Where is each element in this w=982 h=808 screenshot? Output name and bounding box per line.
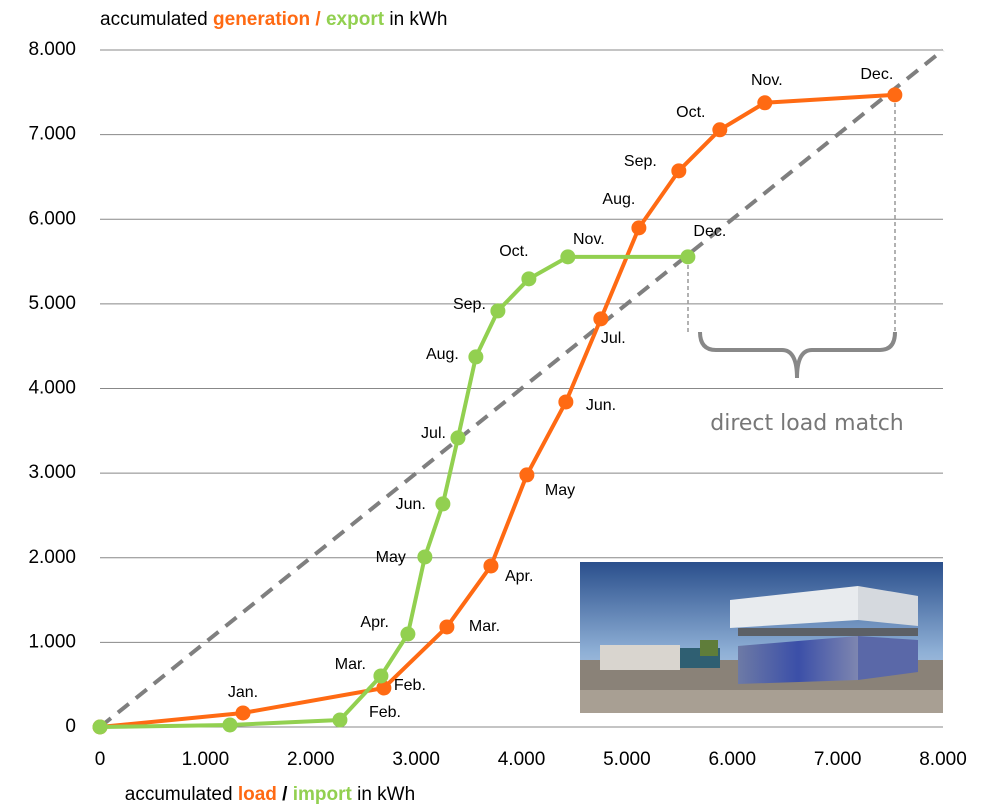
month-label: Jun. xyxy=(396,496,426,513)
month-label: Mar. xyxy=(469,618,500,635)
point xyxy=(887,87,903,103)
point xyxy=(680,249,696,265)
point xyxy=(222,717,238,733)
label-part: accumulated xyxy=(125,784,233,805)
bracket xyxy=(698,331,897,379)
label-part: export xyxy=(326,9,385,30)
month-label: Feb. xyxy=(394,677,426,694)
label-part: in kWh xyxy=(389,9,447,30)
point xyxy=(483,558,499,574)
month-label: Jan. xyxy=(228,684,258,701)
label-part: import xyxy=(293,784,353,805)
month-label: Oct. xyxy=(676,104,705,121)
point xyxy=(593,311,609,327)
point xyxy=(332,712,348,728)
grid xyxy=(100,49,943,643)
point xyxy=(435,496,451,512)
month-label: Jun. xyxy=(586,397,616,414)
x-tick-label: 1.000 xyxy=(182,749,230,770)
x-tick-label: 5.000 xyxy=(603,749,651,770)
label-part: generation xyxy=(213,9,310,30)
point xyxy=(560,249,576,265)
point xyxy=(671,163,687,179)
label-part: load xyxy=(238,784,277,805)
annotation: direct load match xyxy=(710,411,903,436)
x-tick-label: 2.000 xyxy=(287,749,335,770)
y-tick-label: 2.000 xyxy=(28,547,76,568)
x-tick-label: 7.000 xyxy=(814,749,862,770)
y-tick-label: 3.000 xyxy=(28,462,76,483)
label-part: in kWh xyxy=(357,784,415,805)
point xyxy=(373,668,389,684)
month-label: Jul. xyxy=(421,425,446,442)
month-label: Nov. xyxy=(573,231,605,248)
y-tick-label: 0 xyxy=(65,716,76,737)
y-tick-label: 1.000 xyxy=(28,631,76,652)
month-label: Sep. xyxy=(453,296,486,313)
x-axis-title: accumulated load / import in kWh xyxy=(125,784,415,805)
label-part: / xyxy=(282,784,288,805)
y-tick-label: 4.000 xyxy=(28,378,76,399)
x-tick-label: 4.000 xyxy=(498,749,546,770)
y-tick-label: 6.000 xyxy=(28,208,76,229)
month-label: Dec. xyxy=(860,66,893,83)
point xyxy=(439,619,455,635)
x-tick-label: 8.000 xyxy=(919,749,967,770)
month-label: Mar. xyxy=(335,656,366,673)
y-axis-title: accumulated generation / export in kWh xyxy=(100,9,447,30)
point xyxy=(400,626,416,642)
point xyxy=(558,394,574,410)
point xyxy=(450,430,466,446)
month-label: May xyxy=(376,549,406,566)
y-tick-label: 8.000 xyxy=(28,39,76,60)
month-label: Jul. xyxy=(601,330,626,347)
month-label: Feb. xyxy=(369,704,401,721)
month-label: Sep. xyxy=(624,153,657,170)
label-part: / xyxy=(315,9,321,30)
y-tick-label: 5.000 xyxy=(28,293,76,314)
month-label: Aug. xyxy=(426,346,459,363)
x-tick-label: 6.000 xyxy=(708,749,756,770)
point xyxy=(235,705,251,721)
point xyxy=(757,95,773,111)
month-label: Aug. xyxy=(602,191,635,208)
x-tick-label: 0 xyxy=(95,749,106,770)
point xyxy=(92,719,108,735)
point xyxy=(712,122,728,138)
month-label: May xyxy=(545,482,575,499)
point xyxy=(521,271,537,287)
point xyxy=(468,349,484,365)
month-label: Oct. xyxy=(499,243,528,260)
month-label: Apr. xyxy=(505,568,533,585)
month-label: Dec. xyxy=(693,223,726,240)
y-tick-label: 7.000 xyxy=(28,124,76,145)
point xyxy=(490,303,506,319)
month-label: Apr. xyxy=(360,614,388,631)
point xyxy=(519,467,535,483)
month-label: Nov. xyxy=(751,72,783,89)
point xyxy=(417,549,433,565)
diagonal-reference xyxy=(98,48,945,729)
label-part: accumulated xyxy=(100,9,208,30)
point xyxy=(376,680,392,696)
point xyxy=(631,220,647,236)
photo xyxy=(580,562,943,713)
x-tick-label: 3.000 xyxy=(392,749,440,770)
